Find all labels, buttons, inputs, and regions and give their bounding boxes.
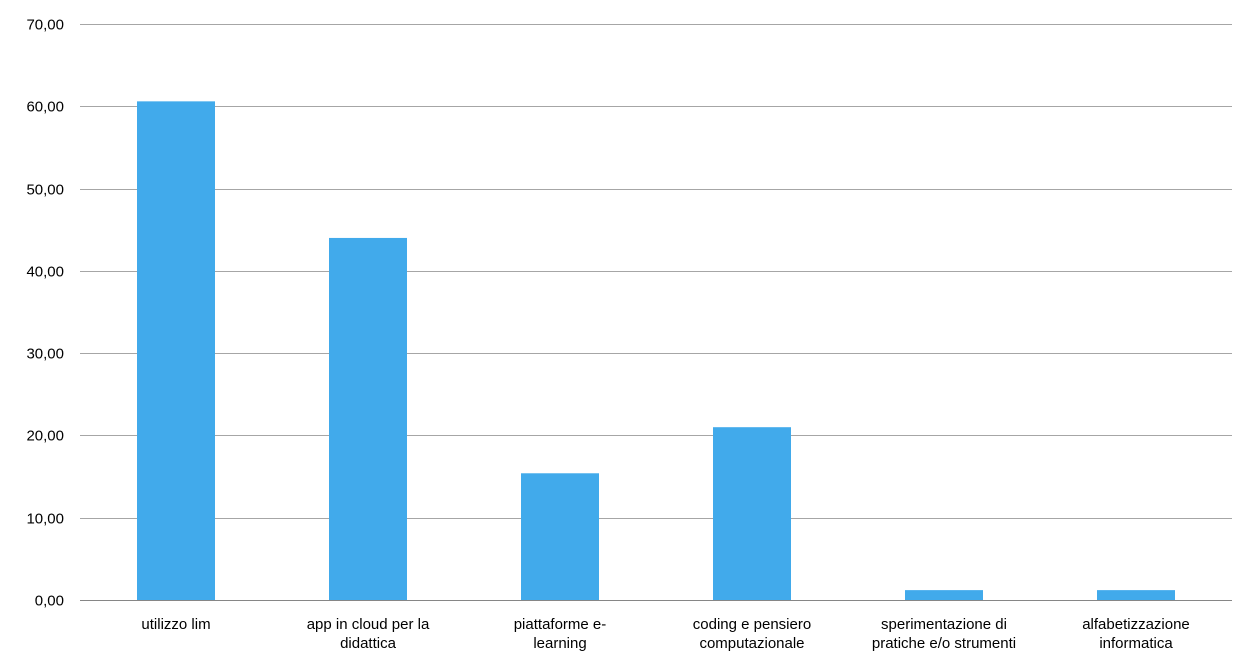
x-category-label-line: utilizzo lim <box>141 616 210 633</box>
x-category-label-line: app in cloud per la <box>307 616 430 633</box>
y-tick-label: 0,00 <box>35 593 64 610</box>
y-axis-tick-labels: 0,00 10,00 20,00 30,00 40,00 50,00 60,00 70,00 <box>26 17 64 610</box>
bars <box>137 101 1175 600</box>
x-category-label: utilizzo lim <box>141 616 210 633</box>
x-category-label: app in cloud per la didattica <box>307 616 430 652</box>
x-category-label-line: learning <box>533 635 586 652</box>
bar <box>137 101 215 600</box>
gridlines <box>80 24 1232 601</box>
bar <box>713 427 791 600</box>
x-category-label: sperimentazione di pratiche e/o strumenti <box>872 616 1016 652</box>
y-tick-label: 30,00 <box>26 346 64 363</box>
x-category-label-line: alfabetizzazione <box>1082 616 1190 633</box>
x-axis-category-labels: utilizzo lim app in cloud per la didattica… <box>141 616 1189 652</box>
x-category-label-line: coding e pensiero <box>693 616 811 633</box>
x-category-label-line: sperimentazione di <box>881 616 1007 633</box>
x-category-label-line: pratiche e/o strumenti <box>872 635 1016 652</box>
x-category-label-line: didattica <box>340 635 397 652</box>
x-category-label-line: piattaforme e- <box>514 616 607 633</box>
bar <box>329 237 407 600</box>
bar <box>1097 590 1175 600</box>
x-category-label: coding e pensiero computazionale <box>693 616 811 652</box>
y-tick-label: 60,00 <box>26 99 64 116</box>
y-tick-label: 20,00 <box>26 428 64 445</box>
y-tick-label: 10,00 <box>26 511 64 528</box>
y-tick-label: 70,00 <box>26 17 64 34</box>
bar <box>905 590 983 600</box>
x-category-label-line: informatica <box>1099 635 1173 652</box>
x-category-label: alfabetizzazione informatica <box>1082 616 1190 652</box>
x-category-label: piattaforme e-learning <box>514 616 607 652</box>
y-tick-label: 50,00 <box>26 182 64 199</box>
bar <box>521 473 599 600</box>
x-category-label-line: computazionale <box>699 635 804 652</box>
y-tick-label: 40,00 <box>26 264 64 281</box>
